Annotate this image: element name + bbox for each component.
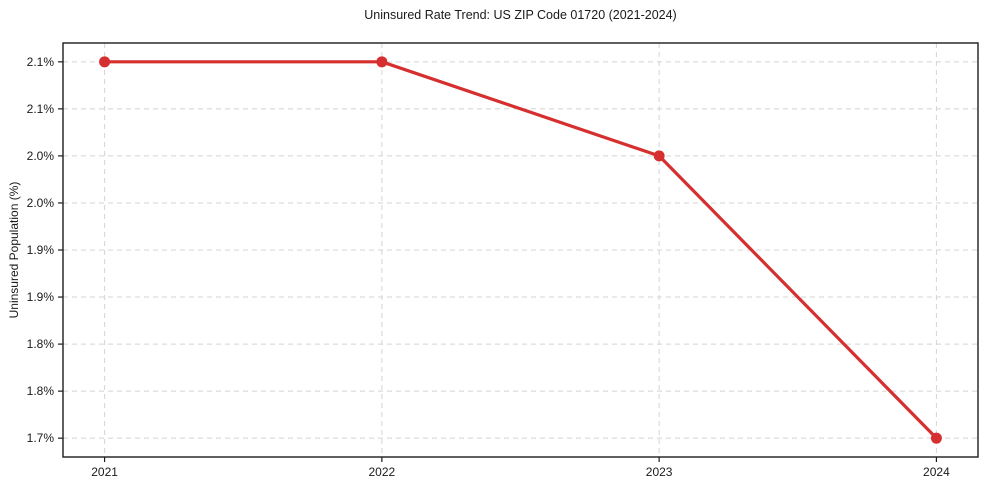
y-tick-label: 2.1% — [27, 55, 55, 69]
plot-border — [62, 42, 979, 458]
data-point-2021 — [99, 56, 111, 68]
x-tick-label: 2023 — [646, 465, 673, 479]
y-tick-label: 2.0% — [27, 196, 55, 210]
chart-title: Uninsured Rate Trend: US ZIP Code 01720 … — [364, 8, 677, 22]
y-tick-label: 2.0% — [27, 149, 55, 163]
x-tick-label: 2021 — [91, 465, 118, 479]
y-tick-label: 1.8% — [27, 384, 55, 398]
x-tick-label: 2022 — [369, 465, 396, 479]
y-tick-label: 1.8% — [27, 337, 55, 351]
y-tick-label: 1.9% — [27, 243, 55, 257]
y-tick-label: 1.7% — [27, 431, 55, 445]
data-point-2023 — [653, 150, 665, 162]
x-tick-label: 2024 — [923, 465, 950, 479]
trend-line — [102, 60, 939, 440]
data-point-2024 — [930, 432, 942, 444]
y-tick-label: 1.9% — [27, 290, 55, 304]
y-tick-label: 2.1% — [27, 102, 55, 116]
data-point-2022 — [376, 56, 388, 68]
